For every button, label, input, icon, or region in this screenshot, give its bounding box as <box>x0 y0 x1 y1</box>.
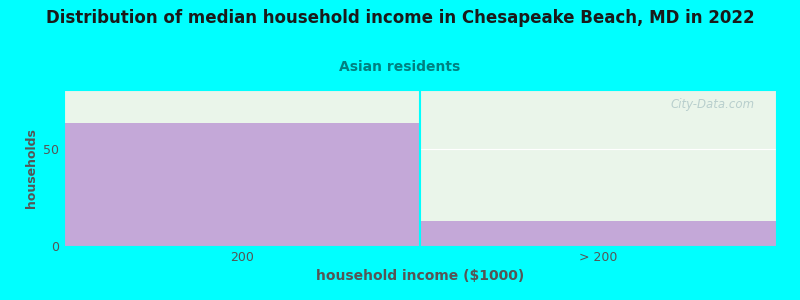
Bar <box>420 221 776 246</box>
Text: Distribution of median household income in Chesapeake Beach, MD in 2022: Distribution of median household income … <box>46 9 754 27</box>
Bar <box>64 90 420 246</box>
X-axis label: household income ($1000): household income ($1000) <box>316 269 524 284</box>
Text: City-Data.com: City-Data.com <box>670 98 754 111</box>
Text: Asian residents: Asian residents <box>339 60 461 74</box>
Y-axis label: households: households <box>25 128 38 208</box>
Bar <box>420 90 776 246</box>
Bar <box>64 123 420 246</box>
